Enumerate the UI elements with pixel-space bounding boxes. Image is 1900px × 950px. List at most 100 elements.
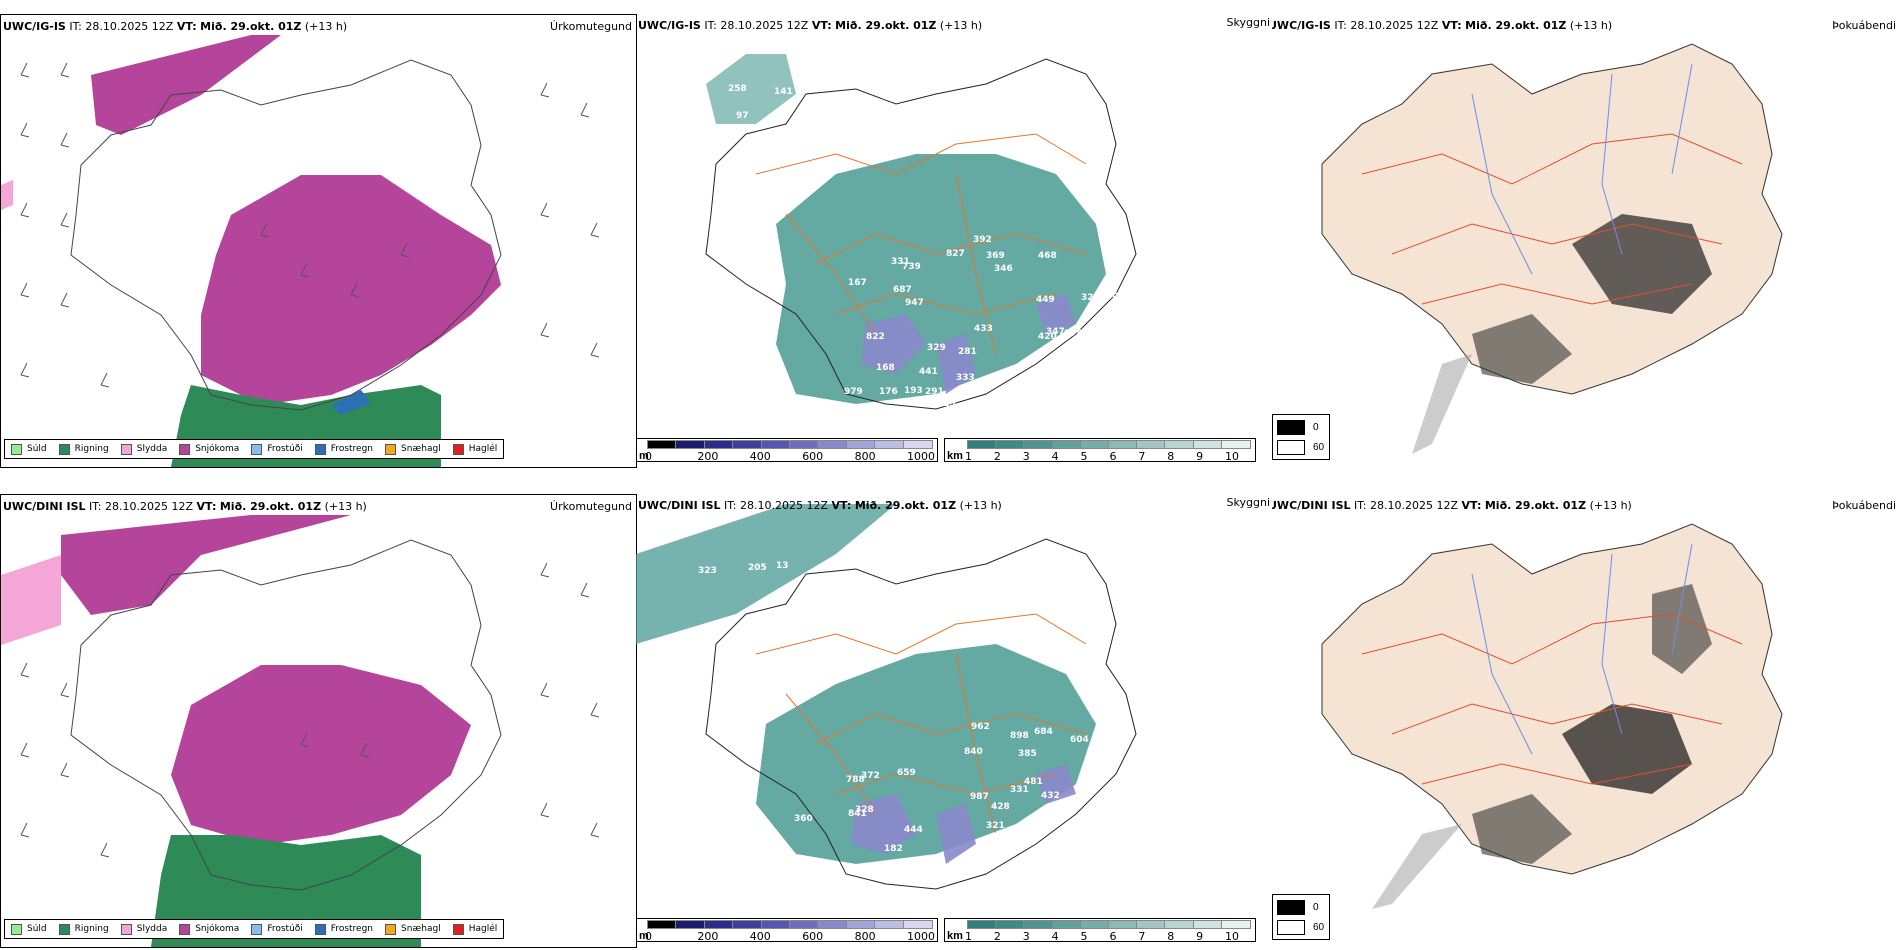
colorbar-tick: 10 bbox=[1225, 450, 1239, 463]
cloud-base-label: 141 bbox=[774, 87, 793, 97]
vt-value: Mið. 29.okt. 01Z bbox=[1465, 19, 1567, 32]
cloud-base-label: 604 bbox=[1070, 735, 1089, 745]
colorbar-segment bbox=[1108, 920, 1139, 929]
rivers bbox=[1471, 63, 1693, 275]
visibility-map-top: 258 141 149 97 392 331 827 739 369 468 167 687 346 94… bbox=[686, 54, 1137, 410]
fog-legend-label: 60 bbox=[1313, 922, 1325, 933]
visibility-panel-bottom: 323 205 13 440 962 898 684 604 372 840 385 788 659 48… bbox=[636, 494, 1272, 946]
legend-item-súld: Súld bbox=[11, 923, 47, 935]
cloud-base-label: 167 bbox=[848, 278, 867, 288]
colorbar-unit: m bbox=[639, 450, 649, 462]
model-name: UWC/DINI ISL bbox=[1272, 499, 1351, 512]
legend-label: Súld bbox=[27, 444, 47, 454]
legend-item-frostúði: Frostúði bbox=[251, 923, 303, 935]
iceland-outline bbox=[70, 539, 502, 891]
fog-streak bbox=[1412, 354, 1472, 454]
panel-title: Þokuábendi bbox=[1832, 499, 1896, 512]
it-value: 28.10.2025 12Z bbox=[1350, 19, 1439, 32]
cloud-base-label: 182 bbox=[884, 844, 903, 854]
colorbar-tick: 1 bbox=[965, 450, 972, 463]
colorbar-tick: 400 bbox=[749, 450, 771, 463]
low-visibility-nw bbox=[706, 54, 796, 124]
legend-item-slydda: Slydda bbox=[120, 923, 168, 935]
cloud-base-label: 428 bbox=[991, 802, 1010, 812]
colorbar-segment bbox=[995, 440, 1026, 449]
cloud-base-labels: 323 205 13 440 962 898 684 604 372 840 385 788 659 48… bbox=[698, 561, 1089, 889]
cloud-base-label: 962 bbox=[971, 722, 990, 732]
it-label: IT: bbox=[1334, 19, 1347, 32]
colorbar-segment bbox=[647, 920, 678, 929]
visibility-colorbar: km 1 2 3 4 5 6 7 8 9 10 bbox=[944, 918, 1256, 943]
colorbar-segment bbox=[675, 440, 706, 449]
colorbar-tick: 0 bbox=[645, 450, 652, 463]
legend-label: Frostregn bbox=[330, 444, 374, 454]
legend-swatch bbox=[452, 923, 464, 935]
colorbar-segment bbox=[874, 440, 905, 449]
colorbar-segment bbox=[1192, 920, 1223, 929]
legend-label: Frostúði bbox=[267, 444, 303, 454]
roads bbox=[1361, 133, 1743, 305]
colorbar-segment bbox=[902, 920, 933, 929]
legend-swatch bbox=[58, 923, 70, 935]
colorbar-tick: 400 bbox=[749, 930, 771, 943]
colorbar-tick: 9 bbox=[1196, 450, 1204, 463]
colorbar-segment bbox=[995, 920, 1026, 929]
it-label: IT: bbox=[724, 499, 737, 512]
it-label: IT: bbox=[1354, 499, 1367, 512]
fog-panel-top: UWC/IG-IS IT: 28.10.2025 12Z VT: Mið. 29… bbox=[1272, 14, 1900, 466]
cloud-base-label: 684 bbox=[1034, 727, 1053, 737]
cloud-base-label: 840 bbox=[964, 747, 983, 757]
header-bottom-right: UWC/DINI ISL IT: 28.10.2025 12Z VT: Mið.… bbox=[1272, 499, 1632, 512]
legend-label: Snjókoma bbox=[195, 924, 240, 934]
lead-time: (+13 h) bbox=[959, 499, 1002, 512]
roads bbox=[755, 133, 1087, 355]
vt-value: Mið. 29.okt. 01Z bbox=[854, 499, 957, 512]
cloud-base-label: 193 bbox=[904, 386, 923, 396]
wind-barbs bbox=[20, 62, 600, 388]
cloud-base-label: 432 bbox=[1041, 791, 1060, 801]
fog-legend-item: 60 bbox=[1277, 440, 1324, 455]
it-label: IT: bbox=[89, 500, 102, 513]
colorbar-tick: 800 bbox=[854, 930, 876, 943]
legend-item-snjókoma: Snjókoma bbox=[179, 443, 239, 455]
header-top-mid: UWC/IG-IS IT: 28.10.2025 12Z VT: Mið. 29… bbox=[638, 19, 982, 32]
colorbar-segment bbox=[1192, 440, 1223, 449]
precip-type-panel-bottom: UWC/DINI ISL IT: 28.10.2025 12Z VT: Mið.… bbox=[0, 494, 637, 948]
legend-swatch bbox=[251, 923, 263, 935]
model-name: UWC/DINI ISL bbox=[3, 500, 86, 513]
colorbar-tick: 4 bbox=[1051, 450, 1059, 463]
cloud-base-label: 205 bbox=[748, 563, 767, 573]
colorbar-segment bbox=[817, 440, 848, 449]
legend-item-snæhagl: Snæhagl bbox=[385, 923, 441, 935]
legend-label: Slydda bbox=[136, 924, 168, 934]
legend-swatch bbox=[179, 923, 191, 935]
cloud-base-label: 687 bbox=[893, 285, 912, 295]
colorbar-segment bbox=[789, 440, 820, 449]
cloud-base-label: 331 bbox=[891, 257, 910, 267]
cloud-base-label: 303 bbox=[1106, 292, 1125, 302]
colorbar-segment bbox=[902, 440, 933, 449]
cloud-base-label: 257 bbox=[913, 875, 932, 885]
cloud-base-label: 468 bbox=[1038, 251, 1057, 261]
cloud-base-label: 328 bbox=[855, 805, 874, 815]
cloud-base-label: 449 bbox=[1036, 295, 1055, 305]
snow-area-main bbox=[171, 665, 471, 845]
colorbar-tick: 600 bbox=[802, 930, 824, 943]
cloud-base-label: 97 bbox=[736, 111, 749, 121]
vt-label: VT: bbox=[811, 19, 832, 32]
it-value: 28.10.2025 12Z bbox=[740, 499, 829, 512]
vt-label: VT: bbox=[176, 20, 197, 33]
fog-legend-item: 0 bbox=[1277, 900, 1319, 915]
vt-label: VT: bbox=[196, 500, 217, 513]
fog-legend-label: 60 bbox=[1313, 442, 1325, 453]
colorbar-tick: 600 bbox=[802, 450, 824, 463]
cloud-base-label: 321 bbox=[986, 821, 1005, 831]
legend-swatch bbox=[251, 443, 263, 455]
cloud-base-label: 346 bbox=[994, 264, 1013, 274]
cloud-base-label: 659 bbox=[897, 768, 916, 778]
legend-item-frostregn: Frostregn bbox=[314, 923, 373, 935]
cloud-base-label: 392 bbox=[973, 235, 992, 245]
cloud-base-label: 323 bbox=[698, 566, 717, 576]
lead-time: (+13 h) bbox=[1569, 19, 1613, 32]
colorbar-segment bbox=[1079, 440, 1110, 449]
